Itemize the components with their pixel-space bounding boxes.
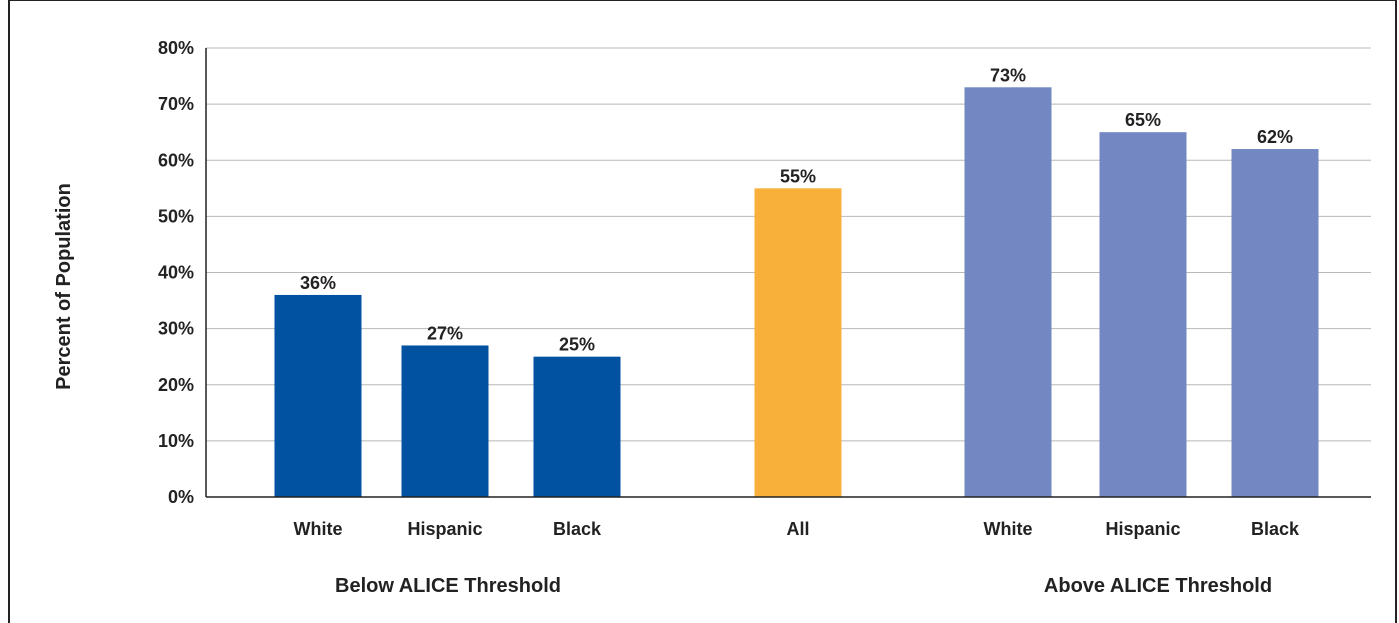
group-labels: Below ALICE Threshold Above ALICE Thresho…	[335, 575, 1272, 597]
group-label: Above ALICE Threshold	[1044, 575, 1272, 597]
y-tick-label: 40%	[158, 263, 194, 283]
y-tick-label: 80%	[158, 38, 194, 58]
data-label: 73%	[990, 65, 1026, 85]
y-tick-label: 20%	[158, 375, 194, 395]
bar	[401, 345, 489, 497]
y-axis-title: Percent of Population	[53, 183, 75, 390]
y-tick-label: 50%	[158, 206, 194, 226]
bar	[1099, 132, 1187, 497]
bar	[274, 294, 362, 497]
y-tick-label: 30%	[158, 319, 194, 339]
data-label: 55%	[780, 166, 816, 186]
y-tick-label: 60%	[158, 150, 194, 170]
x-tick-label: All	[786, 519, 809, 539]
x-tick-label: Hispanic	[407, 519, 482, 539]
y-tick-label: 0%	[168, 487, 194, 507]
bar	[533, 356, 621, 497]
y-tick-label: 70%	[158, 94, 194, 114]
x-tick-label: Hispanic	[1105, 519, 1180, 539]
x-tick-label: Black	[1251, 519, 1300, 539]
data-label: 27%	[427, 323, 463, 343]
y-axis-ticks: 0% 10% 20% 30% 40% 50% 60% 70% 80%	[158, 38, 194, 507]
bar	[964, 87, 1052, 497]
x-axis-ticks: White Hispanic Black All White Hispanic Black	[294, 519, 1300, 539]
bar	[754, 188, 842, 497]
bar	[1231, 149, 1319, 497]
data-label: 36%	[300, 273, 336, 293]
x-tick-label: White	[294, 519, 343, 539]
x-tick-label: White	[984, 519, 1033, 539]
group-label: Below ALICE Threshold	[335, 575, 561, 597]
data-labels: 36% 27% 25% 55% 73% 65% 62%	[300, 65, 1293, 354]
data-label: 62%	[1257, 127, 1293, 147]
data-label: 25%	[559, 335, 595, 355]
y-tick-label: 10%	[158, 431, 194, 451]
data-label: 65%	[1125, 110, 1161, 130]
bars	[274, 87, 1319, 497]
x-tick-label: Black	[553, 519, 602, 539]
